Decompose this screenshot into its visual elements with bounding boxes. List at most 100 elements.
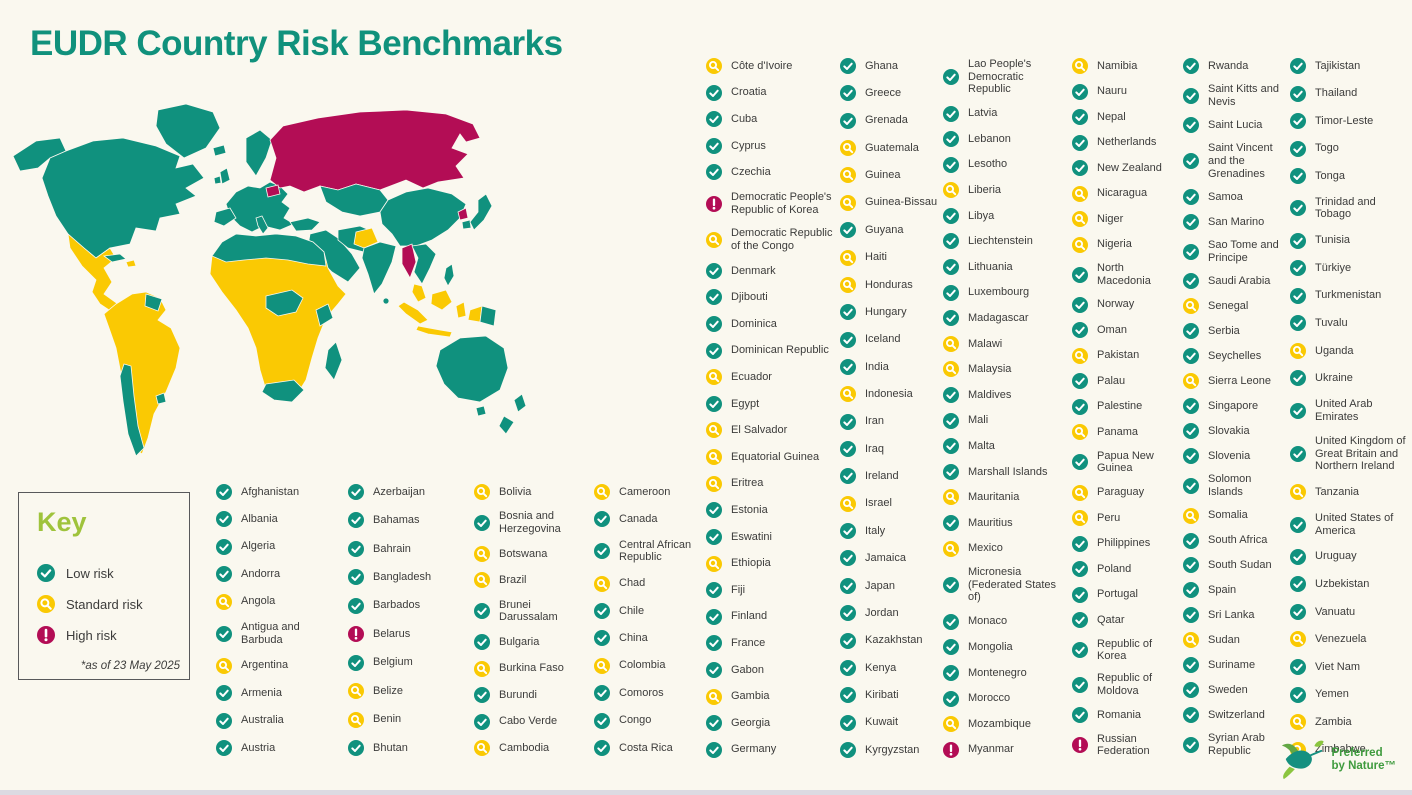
country-label: Viet Nam (1315, 660, 1361, 673)
country-item: New Zealand (1072, 160, 1180, 176)
country-item: Palau (1072, 373, 1180, 390)
country-label: Dominican Republic (731, 344, 829, 357)
country-label: Estonia (731, 503, 768, 516)
country-label: Timor-Leste (1315, 114, 1374, 127)
high-risk-exclamation-icon (706, 195, 722, 212)
country-item: India (840, 358, 940, 375)
low-risk-check-icon (474, 515, 490, 532)
low-risk-check-icon (1290, 603, 1306, 620)
country-item: Iran (840, 413, 940, 430)
country-item: Libya (943, 207, 1069, 224)
country-item: Italy (840, 523, 940, 540)
standard-risk-search-icon (706, 369, 722, 386)
country-label: Luxembourg (968, 286, 1030, 299)
standard-risk-search-icon (216, 593, 232, 610)
world-map-svg (12, 103, 527, 457)
country-item: Yemen (1290, 686, 1408, 703)
country-label: Israel (865, 497, 892, 510)
country-item: North Macedonia (1072, 262, 1180, 287)
country-label: Marshall Islands (968, 465, 1048, 478)
country-item: Cyprus (706, 137, 836, 154)
low-risk-check-icon (1183, 707, 1199, 724)
low-risk-check-icon (1072, 296, 1088, 313)
low-risk-check-icon (1290, 516, 1306, 533)
standard-risk-search-icon (1072, 347, 1088, 364)
low-risk-check-icon (840, 222, 856, 239)
country-label: Maldives (968, 388, 1012, 401)
country-label: Oman (1097, 323, 1127, 336)
low-risk-check-icon (840, 358, 856, 375)
low-risk-check-icon (840, 659, 856, 676)
country-item: Nepal (1072, 109, 1180, 125)
low-risk-check-icon (1183, 58, 1199, 74)
country-label: Benin (373, 713, 402, 726)
country-label: Lesotho (968, 158, 1008, 171)
country-label: Nauru (1097, 85, 1127, 98)
country-label: Comoros (619, 686, 664, 699)
country-label: Andorra (241, 567, 281, 580)
country-label: Netherlands (1097, 136, 1157, 149)
country-item: Singapore (1183, 398, 1287, 415)
country-item: Liberia (943, 182, 1069, 199)
country-label: Somalia (1208, 509, 1248, 522)
country-item: Croatia (706, 84, 836, 101)
country-label: Monaco (968, 615, 1008, 628)
low-risk-check-icon (1290, 445, 1306, 462)
standard-risk-search-icon (706, 231, 722, 248)
country-label: Slovakia (1208, 424, 1250, 437)
country-item: Paraguay (1072, 484, 1180, 501)
country-item: Azerbaijan (348, 484, 470, 500)
low-risk-check-icon (706, 111, 722, 128)
country-label: Ireland (865, 470, 899, 483)
country-column: Tajikistan Thailand Timor-Leste Togo Tonga Tr… (1290, 58, 1408, 758)
low-risk-check-icon (943, 690, 959, 707)
country-label: Cabo Verde (499, 715, 558, 728)
country-item: United Arab Emirates (1290, 398, 1408, 423)
country-item: Republic of Korea (1072, 638, 1180, 663)
country-label: United Kingdom of Great Britain and Nort… (1315, 434, 1406, 473)
country-item: Argentina (216, 657, 344, 674)
country-label: Tajikistan (1315, 59, 1361, 72)
country-item: Seychelles (1183, 348, 1287, 365)
low-risk-check-icon (943, 463, 959, 480)
country-item: Japan (840, 577, 940, 594)
standard-risk-search-icon (1183, 373, 1199, 390)
low-risk-check-icon (1183, 557, 1199, 574)
country-label: Uzbekistan (1315, 578, 1370, 590)
low-risk-check-icon (840, 523, 856, 540)
low-risk-check-icon (943, 207, 959, 224)
country-item: Gabon (706, 661, 836, 678)
country-label: Seychelles (1208, 350, 1262, 362)
country-label: Guyana (865, 223, 904, 236)
country-item: Bahamas (348, 512, 470, 529)
country-label: Kenya (865, 661, 897, 674)
low-risk-check-icon (706, 715, 722, 732)
low-risk-check-icon (1290, 659, 1306, 676)
country-label: Germany (731, 743, 777, 756)
country-item: Mali (943, 412, 1069, 429)
country-item: Canada (594, 511, 706, 528)
country-label: Dominica (731, 317, 777, 330)
country-label: Antigua and Barbuda (241, 621, 300, 646)
country-label: Austria (241, 741, 276, 754)
low-risk-check-icon (348, 540, 364, 557)
country-label: Spain (1208, 584, 1237, 597)
low-risk-check-icon (840, 714, 856, 731)
country-label: Argentina (241, 659, 289, 672)
country-item: Peru (1072, 510, 1180, 527)
country-label: Fiji (731, 583, 746, 596)
country-item: Côte d'Ivoire (706, 58, 836, 74)
country-label: Botswana (499, 547, 548, 560)
country-label: Gambia (731, 690, 770, 703)
country-item: Tajikistan (1290, 58, 1408, 74)
country-label: Peru (1097, 511, 1121, 524)
standard-risk-search-icon (474, 660, 490, 677)
country-item: Lesotho (943, 156, 1069, 173)
country-label: Papua New Guinea (1097, 449, 1154, 475)
low-risk-check-icon (840, 468, 856, 485)
country-item: Democratic Republic of the Congo (706, 227, 836, 252)
country-label: Mongolia (968, 640, 1013, 653)
low-risk-check-icon (943, 387, 959, 404)
country-item: Belgium (348, 654, 470, 671)
low-risk-check-icon (1072, 707, 1088, 724)
